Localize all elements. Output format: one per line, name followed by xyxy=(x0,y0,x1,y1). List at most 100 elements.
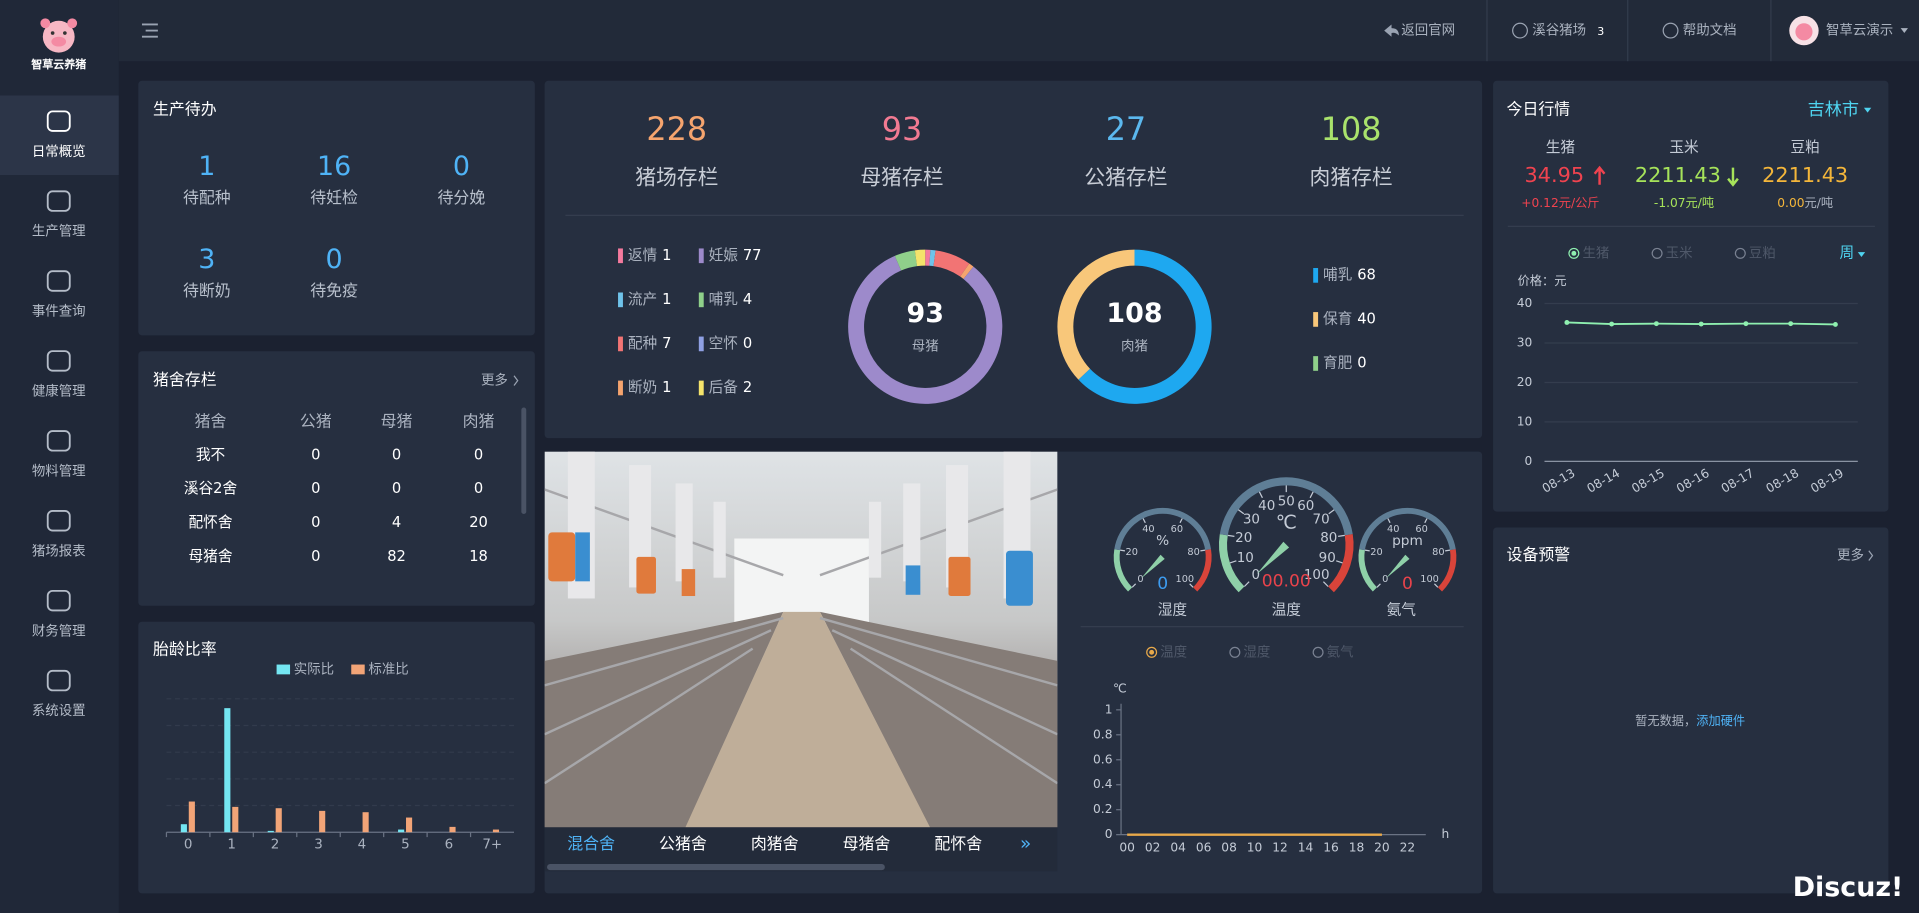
camera-tab[interactable]: 混合舍 xyxy=(567,834,615,853)
radio-label[interactable]: 豆粕 xyxy=(1749,245,1776,261)
user-name[interactable]: 智草云演示 xyxy=(1826,23,1893,39)
legend-swatch xyxy=(698,248,704,264)
radio-label[interactable]: 湿度 xyxy=(1243,644,1270,660)
gauge-tick xyxy=(1364,549,1370,552)
camera-tab[interactable]: 配怀舍 xyxy=(934,834,982,853)
radio[interactable] xyxy=(1312,646,1324,658)
period-select[interactable]: 周 xyxy=(1839,244,1854,261)
radio-dot xyxy=(1571,250,1577,256)
legend-swatch xyxy=(698,380,704,396)
radio[interactable] xyxy=(1568,247,1580,259)
more-link[interactable]: 更多 xyxy=(481,372,508,389)
axis-label: 价格：元 xyxy=(1518,273,1567,288)
gauge-tick-label: 20 xyxy=(1125,547,1137,558)
x-tick-label: 12 xyxy=(1272,841,1288,855)
radio[interactable] xyxy=(1734,247,1746,259)
bar xyxy=(267,830,274,833)
panel-title: 生产待办 xyxy=(153,100,217,119)
farm-badge: 3 xyxy=(1597,25,1604,38)
gauge-unit: % xyxy=(1156,533,1169,549)
change-value: +0.12 xyxy=(1521,196,1558,210)
x-tick-label: 10 xyxy=(1247,841,1263,855)
legend-label: 实际比 xyxy=(294,661,334,677)
radio-label[interactable]: 生猪 xyxy=(1582,245,1609,261)
topbar-link[interactable]: 溪谷猪场 xyxy=(1532,23,1586,39)
radio-label[interactable]: 温度 xyxy=(1160,644,1187,660)
table-cell: 0 xyxy=(474,446,483,463)
gauge-tick xyxy=(1445,549,1451,552)
menu-item[interactable]: 系统设置 xyxy=(32,703,86,719)
radio-label[interactable]: 氨气 xyxy=(1327,644,1354,660)
gauge-tick xyxy=(1227,534,1235,538)
bar xyxy=(188,801,195,833)
topbar-link[interactable]: 返回官网 xyxy=(1401,23,1455,39)
gauge-tick-label: 60 xyxy=(1297,499,1314,514)
gauge-band xyxy=(1358,549,1377,592)
gauge-tick xyxy=(1322,581,1329,587)
camera-tab[interactable]: 肉猪舍 xyxy=(751,834,799,853)
todo-label: 待配种 xyxy=(183,188,231,207)
topbar-link[interactable]: 帮助文档 xyxy=(1683,23,1737,39)
bar xyxy=(362,812,369,833)
radio[interactable] xyxy=(1146,646,1158,658)
legend-value: 2 xyxy=(743,379,752,396)
menu-item[interactable]: 事件查询 xyxy=(32,304,86,320)
x-tick-label: 16 xyxy=(1323,841,1339,855)
gauge-tick-label: 80 xyxy=(1320,531,1337,546)
legend-label: 流产 xyxy=(628,291,657,308)
radio-label[interactable]: 玉米 xyxy=(1666,245,1693,261)
tabs-next[interactable]: » xyxy=(1020,833,1031,854)
camera-tab[interactable]: 母猪舍 xyxy=(843,834,891,853)
more-link[interactable]: 更多 xyxy=(1837,547,1864,564)
logo-icon xyxy=(40,18,78,53)
chevron xyxy=(513,375,519,386)
gauge-tick xyxy=(1387,518,1391,524)
todo-count[interactable]: 0 xyxy=(326,244,343,275)
table-cell: 0 xyxy=(392,480,401,497)
camera-tab[interactable]: 公猪舍 xyxy=(659,834,707,853)
stock-count: 93 xyxy=(882,110,922,148)
camera-image xyxy=(544,451,1058,828)
legend-swatch xyxy=(618,292,623,308)
donut-center-value: 93 xyxy=(907,298,944,329)
todo-count[interactable]: 3 xyxy=(198,244,215,275)
market-price: 2211.43 xyxy=(1635,163,1721,187)
y-tick-label: 1 xyxy=(1105,702,1113,716)
gauge-name: 氨气 xyxy=(1387,602,1417,619)
gauge-tick-label: 60 xyxy=(1171,524,1183,535)
caret xyxy=(1857,252,1866,258)
market-price: 34.95 xyxy=(1525,163,1585,187)
menu-item[interactable]: 生产管理 xyxy=(32,224,86,240)
table-cell: 4 xyxy=(392,514,401,531)
todo-count[interactable]: 1 xyxy=(198,151,215,182)
legend-swatch xyxy=(698,336,704,352)
bar xyxy=(449,826,456,833)
radio[interactable] xyxy=(1229,646,1241,658)
city-select[interactable]: 吉林市 xyxy=(1808,100,1859,120)
gauge-band xyxy=(1193,549,1212,592)
y-tick-label: 30 xyxy=(1517,335,1533,349)
menu-item[interactable]: 健康管理 xyxy=(32,383,86,400)
radio[interactable] xyxy=(1651,247,1663,259)
menu-toggle[interactable] xyxy=(141,23,158,38)
x-tick-label: 14 xyxy=(1298,841,1314,855)
todo-count[interactable]: 16 xyxy=(317,151,351,182)
empty-text: 暂无数据， xyxy=(1635,712,1696,727)
gauge-tick xyxy=(1142,518,1146,524)
menu-item[interactable]: 财务管理 xyxy=(32,623,86,639)
x-tick-label: 02 xyxy=(1145,841,1161,855)
panel-parity xyxy=(138,621,535,894)
menu-item[interactable]: 物料管理 xyxy=(32,463,86,479)
gauge-band xyxy=(1328,534,1354,593)
table-cell: 0 xyxy=(392,446,401,463)
menu-item[interactable]: 猪场报表 xyxy=(32,543,86,559)
todo-count[interactable]: 0 xyxy=(453,151,470,182)
todo-label: 待分娩 xyxy=(438,188,486,207)
menu-icon xyxy=(46,350,71,372)
gauge-tick-label: 20 xyxy=(1370,547,1382,558)
add-hardware-link[interactable]: 添加硬件 xyxy=(1696,713,1745,727)
y-tick-label: 0 xyxy=(1105,827,1113,841)
menu-active-bg xyxy=(0,95,119,176)
legend-value: 77 xyxy=(743,247,762,264)
menu-item[interactable]: 日常概览 xyxy=(32,144,86,160)
